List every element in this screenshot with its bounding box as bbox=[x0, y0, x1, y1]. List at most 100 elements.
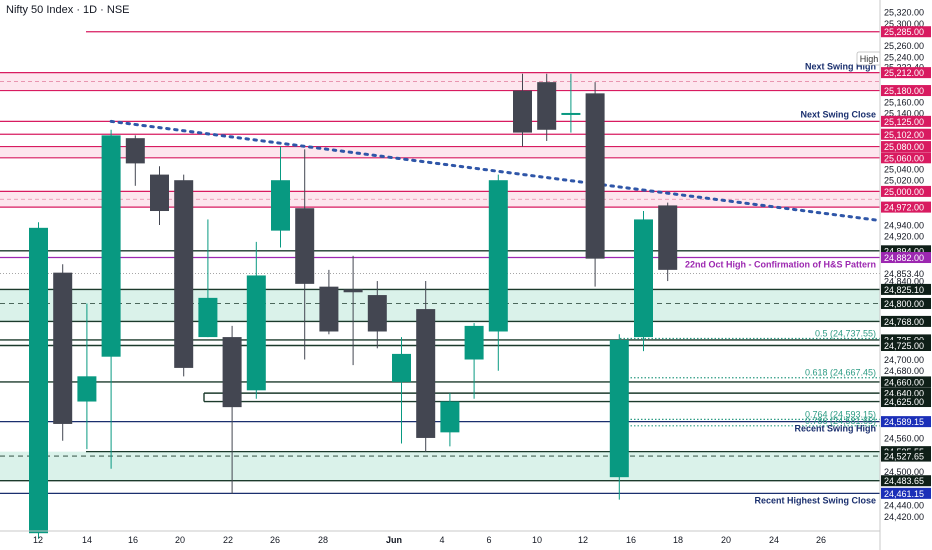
candle-body bbox=[585, 93, 605, 259]
candle bbox=[271, 146, 290, 248]
level-badge bbox=[881, 185, 931, 197]
x-tick-label: 26 bbox=[270, 535, 280, 545]
label-fib-0764: 0.764 (24,593.15) bbox=[805, 409, 876, 419]
level-badge-text: 24,483.65 bbox=[884, 476, 924, 486]
candle-body bbox=[658, 205, 678, 270]
level-badge bbox=[881, 339, 931, 351]
y-tick-label: 24,940.00 bbox=[884, 221, 924, 231]
candle-body bbox=[319, 286, 339, 332]
x-tick-label: 20 bbox=[175, 535, 185, 545]
trend-line bbox=[109, 119, 882, 223]
label-recent-swing-high: Recent Swing High bbox=[794, 424, 876, 434]
label-hs-confirmation: 22nd Oct High - Confirmation of H&S Patt… bbox=[685, 260, 876, 270]
label-fib-0618: 0.618 (24,667.45) bbox=[805, 368, 876, 378]
y-tick-label: 24,560.00 bbox=[884, 433, 924, 443]
level-badge-text: 25,285.00 bbox=[884, 27, 924, 37]
level-badge-text: 25,102.00 bbox=[884, 130, 924, 140]
level-badge-text: 24,972.00 bbox=[884, 203, 924, 213]
candle-body bbox=[53, 272, 73, 424]
label-next-swing-high: Next Swing High bbox=[805, 62, 876, 72]
candle bbox=[416, 281, 436, 452]
candle bbox=[53, 264, 73, 441]
y-tick-label: 25,240.00 bbox=[884, 52, 924, 62]
level-badge-text: 24,725.00 bbox=[884, 341, 924, 351]
level-badge-text: 24,894.00 bbox=[884, 246, 924, 256]
x-tick-label: 16 bbox=[626, 535, 636, 545]
level-badge bbox=[881, 376, 931, 388]
level-badge-text: 24,825.10 bbox=[884, 285, 924, 295]
candle bbox=[295, 149, 315, 360]
y-tick-label: 24,920.00 bbox=[884, 232, 924, 242]
level-badge bbox=[881, 115, 931, 127]
label-recent-highest-swing-close: Recent Highest Swing Close bbox=[754, 495, 876, 505]
candle-body bbox=[198, 297, 218, 338]
candle bbox=[392, 337, 411, 444]
candle-body bbox=[77, 376, 97, 402]
candle-body bbox=[609, 339, 629, 478]
level-badge bbox=[881, 152, 931, 164]
x-tick-label: Jun bbox=[386, 535, 402, 545]
candle bbox=[29, 222, 48, 539]
level-badge-text: 24,625.00 bbox=[884, 397, 924, 407]
level-badge bbox=[881, 416, 931, 428]
x-tick-label: 10 bbox=[532, 535, 542, 545]
x-tick-label: 16 bbox=[128, 535, 138, 545]
candle bbox=[585, 82, 605, 287]
x-tick-label: 20 bbox=[721, 535, 731, 545]
level-badge-text: 24,882.00 bbox=[884, 253, 924, 263]
candle bbox=[101, 129, 121, 469]
candle bbox=[464, 323, 484, 399]
candle bbox=[513, 73, 532, 147]
level-badge bbox=[881, 245, 931, 257]
level-badge-text: 25,212.00 bbox=[884, 68, 924, 78]
y-tick-label: 25,040.00 bbox=[884, 164, 924, 174]
level-badge bbox=[881, 450, 931, 462]
level-badge bbox=[881, 85, 931, 97]
level-badge bbox=[881, 297, 931, 309]
candle-body bbox=[174, 180, 194, 368]
level-badge bbox=[881, 396, 931, 408]
candle bbox=[367, 281, 387, 349]
candle-body bbox=[29, 227, 48, 534]
level-badge bbox=[881, 141, 931, 153]
level-badge bbox=[881, 315, 931, 327]
candle bbox=[125, 135, 145, 186]
level-badge-text: 24,660.00 bbox=[884, 377, 924, 387]
level-badge-text: 24,640.00 bbox=[884, 389, 924, 399]
level-badge-text: 24,768.00 bbox=[884, 317, 924, 327]
candle-body bbox=[125, 138, 145, 164]
candle-body bbox=[464, 325, 484, 360]
support-zone-24535 bbox=[0, 451, 880, 481]
y-tick-label: 24,840.00 bbox=[884, 277, 924, 287]
label-fib-05: 0.5 (24,737.55) bbox=[815, 328, 876, 338]
y-tick-label: 24,420.00 bbox=[884, 512, 924, 522]
level-badge bbox=[881, 487, 931, 499]
candle-body bbox=[561, 112, 581, 115]
candle bbox=[222, 325, 242, 494]
x-tick-label: 28 bbox=[318, 535, 328, 545]
level-badge-text: 24,461.15 bbox=[884, 489, 924, 499]
y-tick-label: 25,020.00 bbox=[884, 176, 924, 186]
candle-body bbox=[271, 180, 290, 231]
y-tick-label: 25,260.00 bbox=[884, 41, 924, 51]
x-tick-label: 4 bbox=[439, 535, 444, 545]
y-tick-label: 25,140.00 bbox=[884, 108, 924, 118]
candle bbox=[440, 393, 460, 447]
level-badge bbox=[881, 387, 931, 399]
level-badge-text: 25,080.00 bbox=[884, 142, 924, 152]
candle-body bbox=[343, 289, 363, 293]
candle-body bbox=[222, 337, 242, 408]
level-badge-text: 25,125.00 bbox=[884, 117, 924, 127]
candle-body bbox=[513, 90, 532, 133]
y-tick-label: 24,500.00 bbox=[884, 467, 924, 477]
level-badge bbox=[881, 475, 931, 487]
candle bbox=[174, 174, 194, 377]
candle bbox=[634, 211, 653, 352]
level-badge bbox=[881, 128, 931, 140]
y-tick-label: 25,160.00 bbox=[884, 97, 924, 107]
candle bbox=[488, 174, 508, 371]
candle bbox=[319, 269, 339, 335]
level-badge bbox=[881, 67, 931, 79]
